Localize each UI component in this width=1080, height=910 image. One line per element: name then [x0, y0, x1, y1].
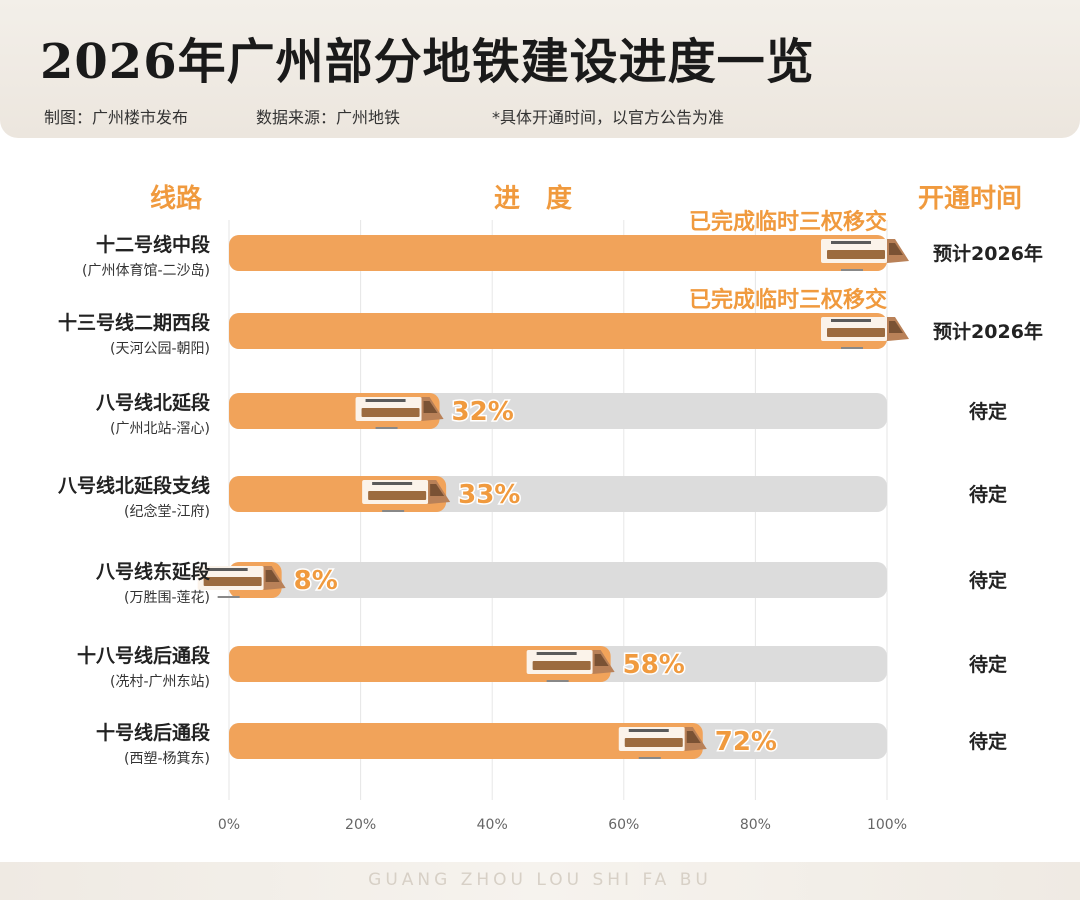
- value-label: 58%: [623, 650, 685, 680]
- status-label: 已完成临时三权移交: [689, 287, 887, 313]
- tick-label: 100%: [867, 817, 907, 833]
- line-name: 十三号线二期西段: [58, 311, 211, 334]
- line-section: (广州体育馆-二沙岛): [82, 263, 210, 279]
- line-name: 十二号线中段: [96, 233, 211, 256]
- line-section: (纪念堂-江府): [124, 503, 210, 520]
- value-label: 72%: [715, 727, 777, 757]
- opening-time: 待定: [969, 653, 1007, 676]
- value-label: 8%: [294, 566, 338, 596]
- line-section: (万胜围-莲花): [124, 590, 210, 606]
- tick-label: 20%: [345, 817, 376, 833]
- value-label: 32%: [452, 397, 514, 427]
- line-name: 十八号线后通段: [77, 644, 211, 667]
- line-section: (广州北站-滘心): [110, 421, 210, 437]
- source-text: 数据来源：广州地铁: [256, 108, 401, 127]
- train-icon: [526, 650, 615, 682]
- header-banner: 2026年广州部分地铁建设进度一览 制图：广州楼市发布 数据来源：广州地铁 *具…: [0, 0, 1080, 138]
- bar-fill: [229, 723, 703, 759]
- tick-label: 80%: [740, 817, 771, 833]
- bar-track: [229, 562, 887, 598]
- train-icon: [355, 397, 444, 429]
- line-section: (西塑-杨箕东): [124, 750, 210, 767]
- line-section: (天河公园-朝阳): [110, 341, 210, 357]
- footer-text: GUANG ZHOU LOU SHI FA BU: [368, 870, 712, 890]
- train-icon: [821, 317, 909, 349]
- train-icon: [821, 239, 909, 271]
- line-name: 八号线北延段: [96, 391, 211, 414]
- bar-fill: [229, 646, 611, 682]
- tick-label: 40%: [477, 817, 508, 833]
- note-text: *具体开通时间，以官方公告为准: [492, 108, 725, 127]
- column-header-opening: 开通时间: [918, 184, 1023, 214]
- opening-time: 待定: [969, 569, 1007, 592]
- tick-label: 60%: [608, 817, 639, 833]
- column-header-line: 线路: [150, 184, 203, 214]
- status-label: 已完成临时三权移交: [689, 209, 887, 235]
- line-section: (冼村-广州东站): [110, 674, 210, 690]
- opening-time: 待定: [969, 400, 1007, 423]
- opening-time: 预计2026年: [933, 320, 1043, 343]
- opening-time: 预计2026年: [933, 242, 1043, 265]
- credit-text: 制图：广州楼市发布: [44, 108, 189, 127]
- value-label: 33%: [458, 480, 520, 510]
- train-icon: [618, 727, 707, 759]
- train-icon: [362, 480, 451, 512]
- train-icon: [197, 566, 286, 598]
- line-name: 八号线东延段: [96, 560, 211, 583]
- opening-time: 待定: [969, 483, 1007, 506]
- page-title: 2026年广州部分地铁建设进度一览: [40, 34, 815, 90]
- bar-fill: [229, 235, 887, 271]
- line-name: 八号线北延段支线: [58, 474, 210, 497]
- column-header-progress: 进 度: [494, 184, 573, 214]
- opening-time: 待定: [969, 730, 1007, 753]
- tick-label: 0%: [218, 817, 240, 833]
- line-name: 十号线后通段: [96, 721, 211, 744]
- footer-band: GUANG ZHOU LOU SHI FA BU: [0, 862, 1080, 900]
- bar-fill: [229, 313, 887, 349]
